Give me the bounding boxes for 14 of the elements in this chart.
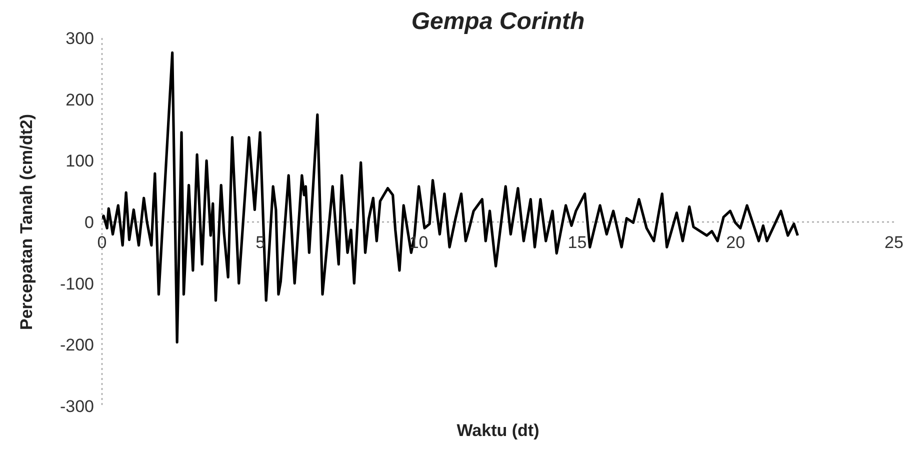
y-tick-label: 0 <box>84 213 94 232</box>
x-tick-label: 20 <box>726 233 746 252</box>
y-tick-label: 300 <box>66 29 94 48</box>
x-tick-label: 0 <box>97 233 107 252</box>
x-tick-label: 15 <box>568 233 587 252</box>
y-tick-label: 100 <box>66 152 94 171</box>
y-tick-label: -300 <box>60 397 94 416</box>
y-tick-label: 200 <box>66 90 94 110</box>
chart-title: Gempa Corinth <box>410 8 586 36</box>
y-axis-title: Percepatan Tanah (cm/dt2) <box>17 114 36 330</box>
x-tick-label: 25 <box>884 233 904 252</box>
y-tick-label: -200 <box>60 336 94 355</box>
y-tick-label: -100 <box>60 274 94 294</box>
x-axis-title: Waktu (dt) <box>456 421 540 440</box>
